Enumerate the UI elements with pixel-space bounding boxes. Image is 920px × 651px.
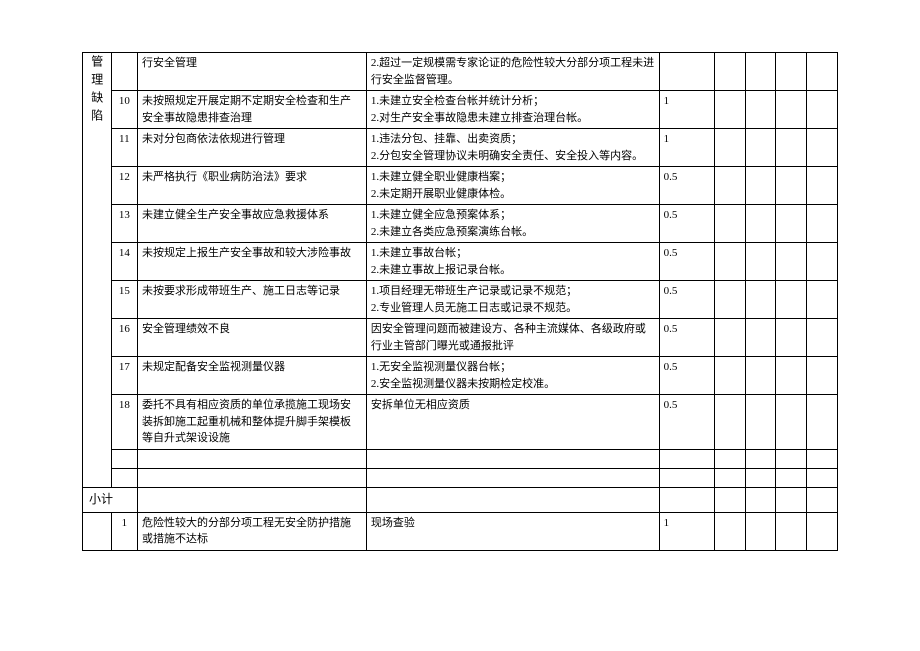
table-row: 11 未对分包商依法依规进行管理 1.违法分包、挂靠、出卖资质；2.分包安全管理…	[83, 129, 838, 167]
row-score: 1	[659, 129, 714, 167]
row-desc: 未按规定上报生产安全事故和较大涉险事故	[138, 243, 367, 281]
table-row: 10 未按照规定开展定期不定期安全检查和生产安全事故隐患排查治理 1.未建立安全…	[83, 91, 838, 129]
row-detail: 1.违法分包、挂靠、出卖资质；2.分包安全管理协议未明确安全责任、安全投入等内容…	[366, 129, 659, 167]
row-num: 16	[111, 319, 137, 357]
row-score	[659, 53, 714, 91]
table-row: 17 未规定配备安全监视测量仪器 1.无安全监视测量仪器台帐；2.安全监视测量仪…	[83, 357, 838, 395]
row-score: 0.5	[659, 319, 714, 357]
row-detail: 1.项目经理无带班生产记录或记录不规范；2.专业管理人员无施工日志或记录不规范。	[366, 281, 659, 319]
table-row: 12 未严格执行《职业病防治法》要求 1.未建立健全职业健康档案；2.未定期开展…	[83, 167, 838, 205]
table-row: 14 未按规定上报生产安全事故和较大涉险事故 1.未建立事故台帐；2.未建立事故…	[83, 243, 838, 281]
row-detail: 1.未建立安全检查台帐并统计分析；2.对生产安全事故隐患未建立排查治理台帐。	[366, 91, 659, 129]
row-score: 1	[659, 512, 714, 550]
table-row: 1 危险性较大的分部分项工程无安全防护措施或措施不达标 现场查验 1	[83, 512, 838, 550]
table-row: 15 未按要求形成带班生产、施工日志等记录 1.项目经理无带班生产记录或记录不规…	[83, 281, 838, 319]
row-desc: 未规定配备安全监视测量仪器	[138, 357, 367, 395]
row-detail: 1.未建立健全应急预案体系；2.未建立各类应急预案演练台帐。	[366, 205, 659, 243]
row-detail: 1.未建立健全职业健康档案；2.未定期开展职业健康体检。	[366, 167, 659, 205]
row-desc: 未按照规定开展定期不定期安全检查和生产安全事故隐患排查治理	[138, 91, 367, 129]
spacer-row	[83, 468, 838, 487]
row-desc: 危险性较大的分部分项工程无安全防护措施或措施不达标	[138, 512, 367, 550]
row-num: 10	[111, 91, 137, 129]
table-row: 16 安全管理绩效不良 因安全管理问题而被建设方、各种主流媒体、各级政府或行业主…	[83, 319, 838, 357]
row-desc: 未按要求形成带班生产、施工日志等记录	[138, 281, 367, 319]
row-detail: 安拆单位无相应资质	[366, 395, 659, 450]
row-num: 15	[111, 281, 137, 319]
row-score: 0.5	[659, 357, 714, 395]
row-desc: 未建立健全生产安全事故应急救援体系	[138, 205, 367, 243]
row-desc: 未对分包商依法依规进行管理	[138, 129, 367, 167]
row-score: 0.5	[659, 243, 714, 281]
row-num: 13	[111, 205, 137, 243]
category-cell-2	[83, 512, 112, 550]
row-score: 0.5	[659, 205, 714, 243]
row-num: 18	[111, 395, 137, 450]
category-cell: 管理缺陷	[83, 53, 112, 488]
row-num: 12	[111, 167, 137, 205]
row-detail: 现场查验	[366, 512, 659, 550]
row-num: 17	[111, 357, 137, 395]
row-desc: 委托不具有相应资质的单位承揽施工现场安装拆卸施工起重机械和整体提升脚手架模板等自…	[138, 395, 367, 450]
assessment-table: 管理缺陷 行安全管理 2.超过一定规模需专家论证的危险性较大分部分项工程未进行安…	[82, 52, 838, 551]
row-desc: 行安全管理	[138, 53, 367, 91]
row-detail: 1.未建立事故台帐；2.未建立事故上报记录台帐。	[366, 243, 659, 281]
row-score: 1	[659, 91, 714, 129]
row-num: 14	[111, 243, 137, 281]
spacer-row	[83, 449, 838, 468]
category-label: 管理缺陷	[88, 55, 106, 127]
row-detail: 2.超过一定规模需专家论证的危险性较大分部分项工程未进行安全监督管理。	[366, 53, 659, 91]
row-score: 0.5	[659, 167, 714, 205]
table-row: 18 委托不具有相应资质的单位承揽施工现场安装拆卸施工起重机械和整体提升脚手架模…	[83, 395, 838, 450]
row-desc: 未严格执行《职业病防治法》要求	[138, 167, 367, 205]
subtotal-label: 小计	[83, 487, 138, 512]
row-num	[111, 53, 137, 91]
table-row: 13 未建立健全生产安全事故应急救援体系 1.未建立健全应急预案体系；2.未建立…	[83, 205, 838, 243]
row-desc: 安全管理绩效不良	[138, 319, 367, 357]
row-score: 0.5	[659, 395, 714, 450]
row-score: 0.5	[659, 281, 714, 319]
row-detail: 1.无安全监视测量仪器台帐；2.安全监视测量仪器未按期检定校准。	[366, 357, 659, 395]
row-detail: 因安全管理问题而被建设方、各种主流媒体、各级政府或行业主管部门曝光或通报批评	[366, 319, 659, 357]
row-num: 1	[111, 512, 137, 550]
subtotal-row: 小计	[83, 487, 838, 512]
row-num: 11	[111, 129, 137, 167]
